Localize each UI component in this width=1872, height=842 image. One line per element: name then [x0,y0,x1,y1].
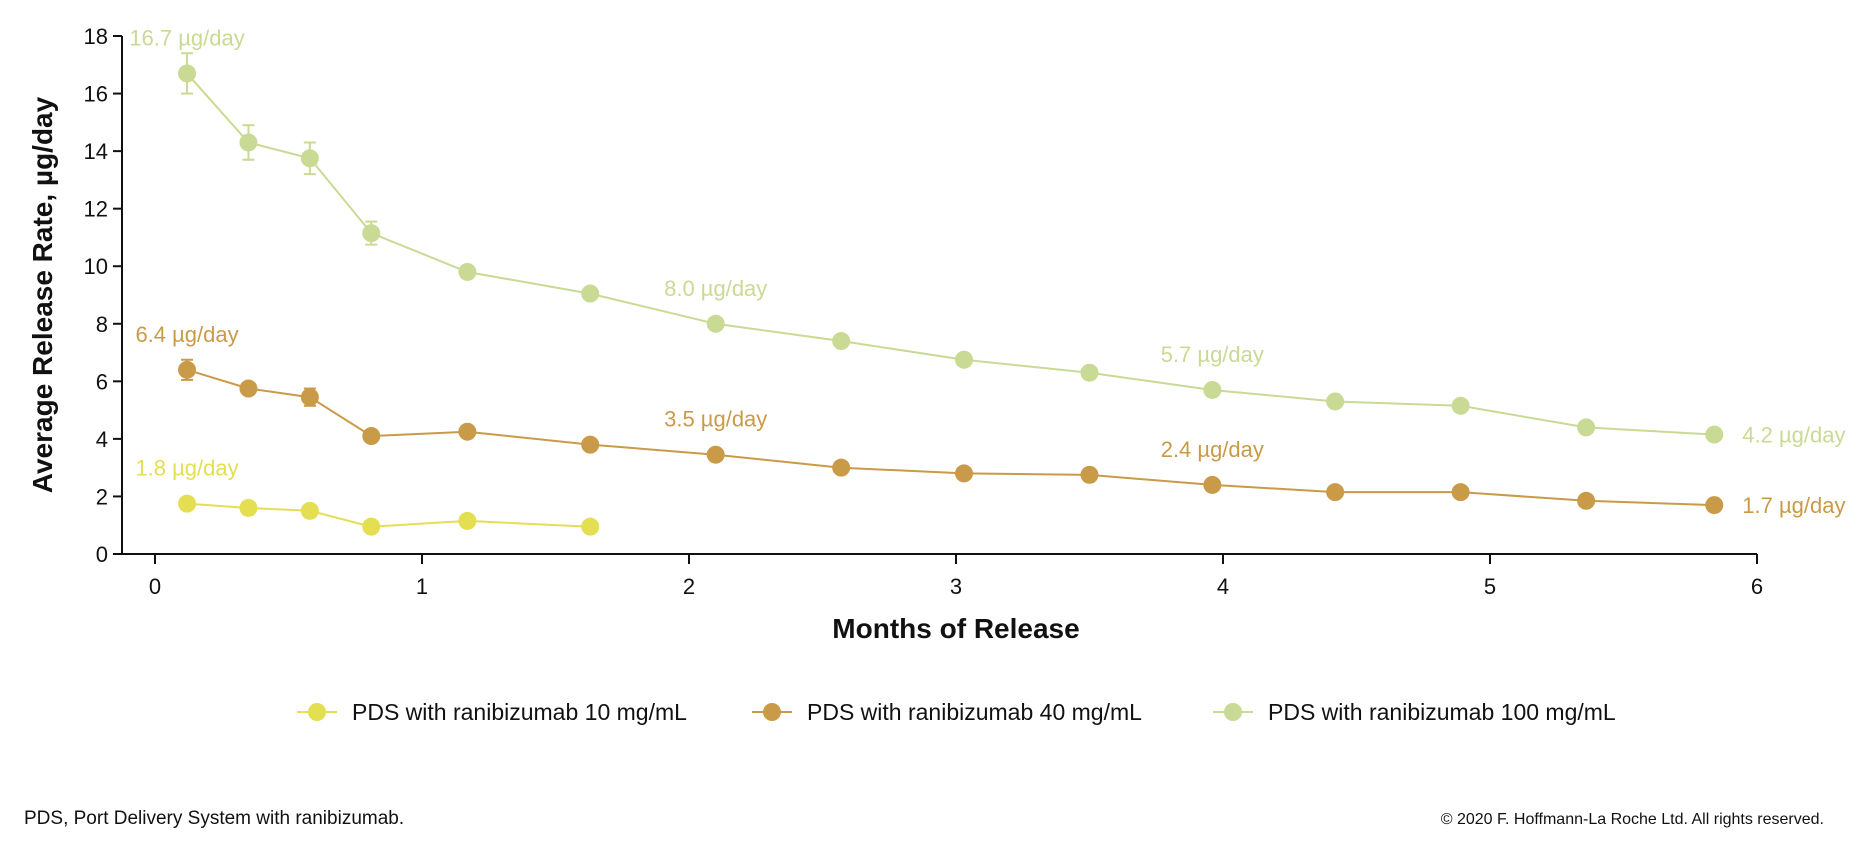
data-point [581,517,600,536]
legend-label: PDS with ranibizumab 100 mg/mL [1268,699,1616,725]
y-axis-title: Average Release Rate, µg/day [27,96,58,493]
legend-label: PDS with ranibizumab 40 mg/mL [807,699,1142,725]
series-line [186,72,1715,436]
x-tick-label: 6 [1751,574,1763,599]
y-tick-label: 16 [84,82,108,107]
x-tick-label: 2 [683,574,695,599]
y-tick-label: 8 [96,312,108,337]
legend-label: PDS with ranibizumab 10 mg/mL [352,699,687,725]
y-tick-label: 14 [84,139,108,164]
data-point [581,284,600,303]
series-2 [178,358,1724,515]
data-point [832,458,851,477]
data-point [239,498,258,517]
data-label: 8.0 µg/day [664,276,767,301]
data-point [362,427,381,446]
data-point [832,332,851,351]
data-point [458,511,477,530]
data-point [1080,465,1099,484]
legend-marker [1224,703,1242,721]
data-point [458,262,477,281]
data-label: 1.7 µg/day [1742,493,1845,518]
data-point [1326,392,1345,411]
data-point [955,350,974,369]
data-point [706,314,725,333]
x-tick-label: 4 [1217,574,1229,599]
data-point [300,501,319,520]
y-tick-label: 4 [96,427,108,452]
data-point [239,379,258,398]
data-point [1705,496,1724,515]
data-label: 6.4 µg/day [135,322,238,347]
legend-item-2: PDS with ranibizumab 40 mg/mL [752,699,1142,725]
chart-data-labels: 1.8 µg/day 6.4 µg/day 3.5 µg/day 2.4 µg/day… [129,25,1845,518]
data-point [178,360,197,379]
data-point [458,422,477,441]
data-label: 3.5 µg/day [664,407,767,432]
data-point [178,64,197,83]
y-tick-label: 2 [96,484,108,509]
legend-marker [763,703,781,721]
data-point [300,388,319,407]
data-point [581,435,600,454]
series-3 [178,52,1724,444]
data-point [362,517,381,536]
series-line [186,368,1715,507]
data-point [1451,396,1470,415]
data-point [955,464,974,483]
x-tick-label: 0 [149,574,161,599]
data-point [1080,363,1099,382]
data-label: 4.2 µg/day [1742,423,1845,448]
data-point [1705,425,1724,444]
footnote: PDS, Port Delivery System with ranibizum… [24,808,405,829]
legend-item-3: PDS with ranibizumab 100 mg/mL [1213,699,1616,725]
data-label: 2.4 µg/day [1161,437,1264,462]
data-point [239,133,258,152]
y-tick-label: 0 [96,542,108,567]
y-tick-label: 10 [84,254,108,279]
y-tick-label: 12 [84,197,108,222]
data-point [1203,380,1222,399]
series-line [186,502,591,528]
chart-series [178,52,1724,536]
data-point [362,224,381,243]
data-label: 16.7 µg/day [129,25,244,50]
data-label: 5.7 µg/day [1161,342,1264,367]
data-point [1203,475,1222,494]
x-tick-label: 1 [416,574,428,599]
data-point [1451,483,1470,502]
y-tick-label: 6 [96,369,108,394]
x-tick-label: 3 [950,574,962,599]
legend-marker [308,703,326,721]
data-label: 1.8 µg/day [135,456,238,481]
data-point [1577,491,1596,510]
copyright-notice: © 2020 F. Hoffmann-La Roche Ltd. All rig… [1440,811,1824,828]
y-tick-label: 18 [84,24,108,49]
data-point [1577,418,1596,437]
data-point [1326,483,1345,502]
data-point [300,149,319,168]
data-point [178,494,197,513]
chart-legend: PDS with ranibizumab 10 mg/mL PDS with ra… [297,699,1616,725]
series-1 [178,494,600,536]
x-axis-title: Months of Release [832,613,1079,644]
legend-item-1: PDS with ranibizumab 10 mg/mL [297,699,687,725]
x-tick-label: 5 [1484,574,1496,599]
data-point [706,445,725,464]
